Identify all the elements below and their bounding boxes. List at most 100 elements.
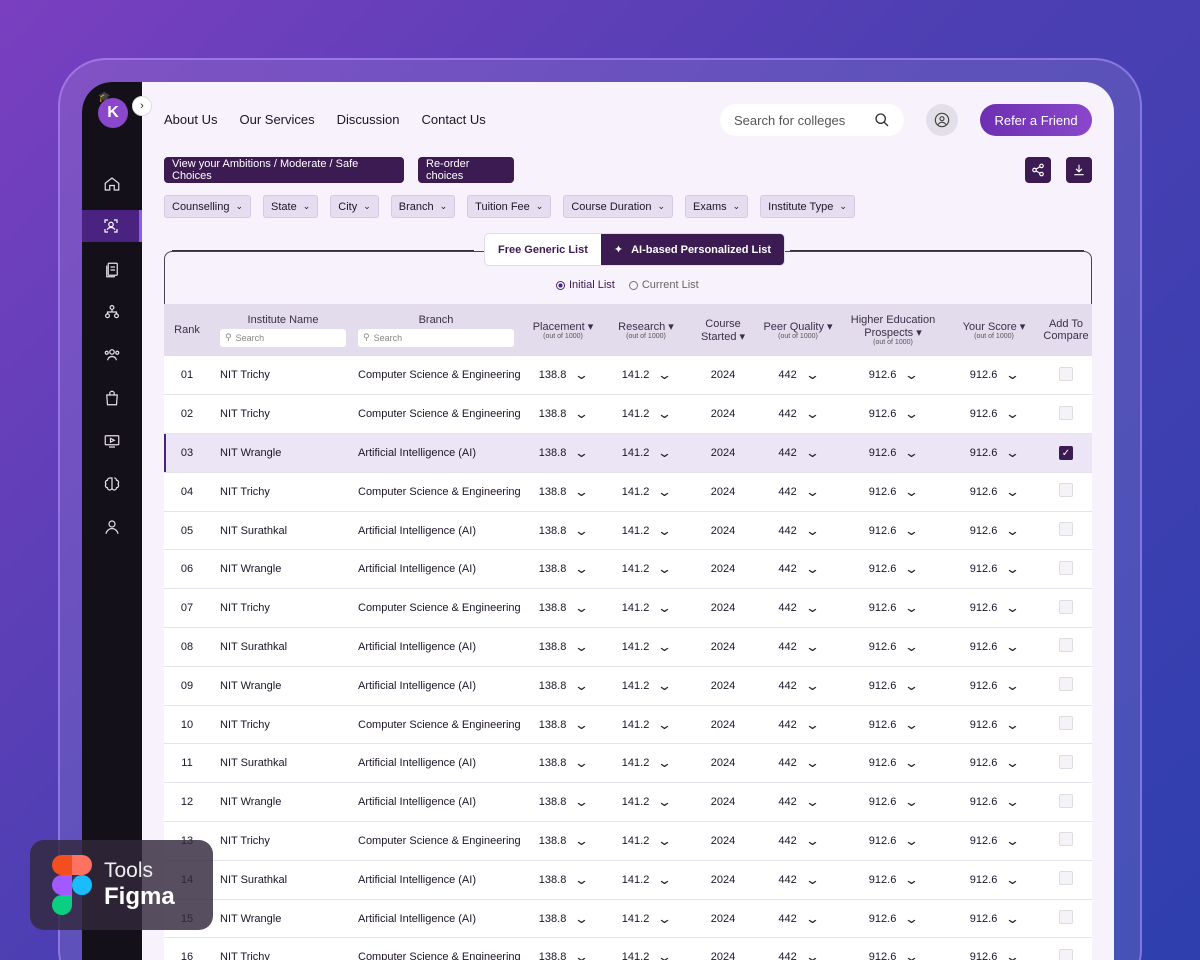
chevron-down-icon[interactable]: ⌄ — [804, 677, 820, 693]
chevron-down-icon[interactable]: ⌄ — [574, 522, 590, 538]
chevron-down-icon[interactable]: ⌄ — [804, 483, 820, 499]
nav-link-our-services[interactable]: Our Services — [239, 112, 315, 127]
college-search-input[interactable]: Search for colleges — [720, 104, 904, 136]
chevron-down-icon[interactable]: ⌄ — [574, 716, 590, 732]
filter-branch[interactable]: Branch ⌄ — [390, 195, 456, 218]
video-icon[interactable] — [82, 425, 142, 457]
home-icon[interactable] — [82, 168, 142, 200]
chevron-down-icon[interactable]: ⌄ — [657, 794, 673, 810]
chevron-down-icon[interactable]: ⌄ — [657, 600, 673, 616]
chevron-down-icon[interactable]: ⌄ — [1005, 755, 1021, 771]
compare-checkbox[interactable] — [1059, 405, 1073, 420]
chevron-down-icon[interactable]: ⌄ — [1005, 677, 1021, 693]
filter-course-duration[interactable]: Course Duration ⌄ — [563, 195, 673, 218]
filter-counselling[interactable]: Counselling ⌄ — [164, 195, 252, 218]
chevron-down-icon[interactable]: ⌄ — [574, 406, 590, 422]
chevron-down-icon[interactable]: ⌄ — [904, 832, 920, 848]
table-row[interactable]: 07 NIT Trichy Computer Science & Engineeri… — [164, 589, 1092, 628]
compare-checkbox[interactable] — [1059, 948, 1073, 960]
chevron-down-icon[interactable]: ⌄ — [904, 522, 920, 538]
compare-checkbox[interactable] — [1059, 483, 1073, 498]
ambitions-button[interactable]: View your Ambitions / Moderate / Safe Ch… — [164, 157, 404, 183]
chevron-down-icon[interactable]: ⌄ — [904, 561, 920, 577]
chevron-down-icon[interactable]: ⌄ — [1005, 406, 1021, 422]
documents-icon[interactable] — [82, 254, 142, 286]
compare-checkbox[interactable] — [1059, 832, 1073, 847]
profile-button[interactable] — [926, 104, 958, 136]
chevron-down-icon[interactable]: ⌄ — [657, 483, 673, 499]
compare-checkbox[interactable] — [1059, 677, 1073, 692]
chevron-down-icon[interactable]: ⌄ — [1005, 910, 1021, 926]
chevron-down-icon[interactable]: ⌄ — [657, 755, 673, 771]
table-row[interactable]: 08 NIT Surathkal Artificial Intelligence (… — [164, 628, 1092, 667]
brain-icon[interactable] — [82, 468, 142, 500]
compare-checkbox[interactable] — [1059, 754, 1073, 769]
table-row[interactable]: 03 NIT Wrangle Artificial Intelligence (AI… — [164, 433, 1092, 473]
chevron-down-icon[interactable]: ⌄ — [804, 794, 820, 810]
compare-checkbox[interactable] — [1059, 560, 1073, 575]
chevron-down-icon[interactable]: ⌄ — [657, 871, 673, 887]
table-row[interactable]: 11 NIT Surathkal Artificial Intelligence (… — [164, 744, 1092, 783]
chevron-down-icon[interactable]: ⌄ — [657, 522, 673, 538]
chevron-down-icon[interactable]: ⌄ — [657, 561, 673, 577]
chevron-down-icon[interactable]: ⌄ — [904, 677, 920, 693]
user-icon[interactable] — [82, 511, 142, 543]
table-row[interactable]: 01 NIT Trichy Computer Science & Engineeri… — [164, 356, 1092, 395]
table-row[interactable]: 16 NIT Trichy Computer Science & Engineeri… — [164, 938, 1092, 960]
compare-checkbox[interactable] — [1059, 716, 1073, 731]
scan-user-icon[interactable] — [82, 210, 142, 242]
chevron-down-icon[interactable]: ⌄ — [904, 755, 920, 771]
chevron-down-icon[interactable]: ⌄ — [657, 444, 673, 460]
chevron-down-icon[interactable]: ⌄ — [904, 716, 920, 732]
chevron-down-icon[interactable]: ⌄ — [574, 794, 590, 810]
chevron-down-icon[interactable]: ⌄ — [1005, 871, 1021, 887]
chevron-down-icon[interactable]: ⌄ — [804, 406, 820, 422]
chevron-down-icon[interactable]: ⌄ — [804, 832, 820, 848]
chevron-down-icon[interactable]: ⌄ — [1005, 444, 1021, 460]
table-row[interactable]: 06 NIT Wrangle Artificial Intelligence (AI… — [164, 550, 1092, 589]
filter-institute-type[interactable]: Institute Type ⌄ — [760, 195, 855, 218]
table-row[interactable]: 04 NIT Trichy Computer Science & Engineeri… — [164, 472, 1092, 512]
chevron-down-icon[interactable]: ⌄ — [804, 755, 820, 771]
chevron-down-icon[interactable]: ⌄ — [1005, 716, 1021, 732]
radio-current-list[interactable]: Current List — [628, 279, 699, 291]
compare-checkbox[interactable]: ✓ — [1059, 445, 1073, 460]
chevron-down-icon[interactable]: ⌄ — [657, 832, 673, 848]
header-your-score[interactable]: Your Score ▾ (out of 1000) — [948, 304, 1040, 356]
nav-link-contact-us[interactable]: Contact Us — [421, 112, 486, 127]
chevron-down-icon[interactable]: ⌄ — [1005, 600, 1021, 616]
compare-checkbox[interactable] — [1059, 793, 1073, 808]
shopping-bag-icon[interactable] — [82, 382, 142, 414]
compare-checkbox[interactable] — [1059, 638, 1073, 653]
app-logo[interactable]: K — [98, 98, 128, 128]
chevron-down-icon[interactable]: ⌄ — [904, 600, 920, 616]
chevron-down-icon[interactable]: ⌄ — [904, 949, 920, 960]
chevron-down-icon[interactable]: ⌄ — [574, 871, 590, 887]
chevron-down-icon[interactable]: ⌄ — [904, 910, 920, 926]
compare-checkbox[interactable] — [1059, 910, 1073, 925]
table-row[interactable]: 09 NIT Wrangle Artificial Intelligence (AI… — [164, 666, 1092, 706]
header-higher-education[interactable]: Higher Education Prospects ▾ (out of 1000… — [838, 304, 948, 356]
header-placement[interactable]: Placement ▾ (out of 1000) — [522, 304, 604, 356]
chevron-down-icon[interactable]: ⌄ — [804, 716, 820, 732]
chevron-down-icon[interactable]: ⌄ — [1005, 949, 1021, 960]
chevron-down-icon[interactable]: ⌄ — [804, 949, 820, 960]
chevron-down-icon[interactable]: ⌄ — [1005, 522, 1021, 538]
table-row[interactable]: 05 NIT Surathkal Artificial Intelligence (… — [164, 511, 1092, 550]
chevron-down-icon[interactable]: ⌄ — [657, 406, 673, 422]
chevron-down-icon[interactable]: ⌄ — [904, 367, 920, 383]
chevron-down-icon[interactable]: ⌄ — [657, 638, 673, 654]
chevron-down-icon[interactable]: ⌄ — [804, 367, 820, 383]
chevron-down-icon[interactable]: ⌄ — [574, 483, 590, 499]
chevron-down-icon[interactable]: ⌄ — [904, 638, 920, 654]
chevron-down-icon[interactable]: ⌄ — [1005, 794, 1021, 810]
filter-state[interactable]: State ⌄ — [263, 195, 319, 218]
chevron-down-icon[interactable]: ⌄ — [574, 600, 590, 616]
filter-exams[interactable]: Exams ⌄ — [684, 195, 749, 218]
filter-tuition-fee[interactable]: Tuition Fee ⌄ — [467, 195, 552, 218]
chevron-down-icon[interactable]: ⌄ — [804, 522, 820, 538]
chevron-down-icon[interactable]: ⌄ — [804, 600, 820, 616]
compare-checkbox[interactable] — [1059, 366, 1073, 381]
